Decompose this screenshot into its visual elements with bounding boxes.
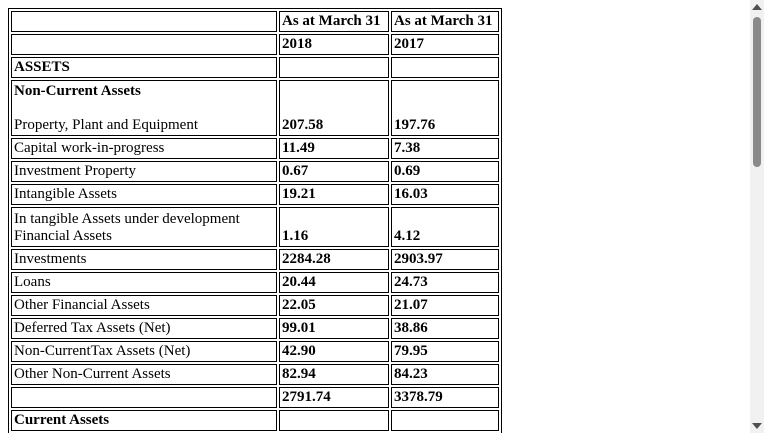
- value-2018: 99.01: [279, 318, 389, 339]
- empty-cell: [11, 34, 277, 55]
- table-row: Non-CurrentTax Assets (Net) 42.90 79.95: [11, 341, 499, 362]
- empty-cell: [391, 410, 499, 431]
- value-2018: 2284.28: [279, 249, 389, 270]
- col-2017-year: 2017: [391, 34, 499, 55]
- empty-cell: [279, 57, 389, 78]
- table-row: Loans 20.44 24.73: [11, 272, 499, 293]
- assets-section-row: ASSETS: [11, 57, 499, 78]
- table-row: Investment Property 0.67 0.69: [11, 161, 499, 182]
- row-label: Loans: [11, 272, 277, 293]
- assets-heading: ASSETS: [11, 57, 277, 78]
- value-2017: 84.23: [391, 364, 499, 385]
- scroll-down-arrow-icon[interactable]: [752, 423, 762, 429]
- table-row: Intangible Assets 19.21 16.03: [11, 184, 499, 205]
- value-2017: 7.38: [391, 138, 499, 159]
- scrollbar-thumb[interactable]: [753, 17, 761, 167]
- value-2017: 38.86: [391, 318, 499, 339]
- value-2017: 0.69: [391, 161, 499, 182]
- row-label: Capital work-in-progress: [11, 138, 277, 159]
- total-2018: 2791.74: [279, 387, 389, 408]
- value-2018: 22.05: [279, 295, 389, 316]
- col-2018-year: 2018: [279, 34, 389, 55]
- empty-cell: [279, 410, 389, 431]
- non-current-cell: Non-Current Assets Property, Plant and E…: [11, 80, 277, 136]
- table-row: Capital work-in-progress 11.49 7.38: [11, 138, 499, 159]
- row-label: Investments: [11, 249, 277, 270]
- table-row: Investments 2284.28 2903.97: [11, 249, 499, 270]
- row-label-two-line: In tangible Assets under development Fin…: [11, 207, 277, 247]
- row-label: Property, Plant and Equipment: [14, 117, 198, 133]
- value-2017: 16.03: [391, 184, 499, 205]
- value-2017: 4.12: [391, 207, 499, 247]
- empty-cell: [391, 57, 499, 78]
- value-2018: 20.44: [279, 272, 389, 293]
- value-2018: 42.90: [279, 341, 389, 362]
- empty-cell: [11, 387, 277, 408]
- row-label: Investment Property: [11, 161, 277, 182]
- header-row-1: As at March 31 As at March 31: [11, 11, 499, 32]
- value-2018: 11.49: [279, 138, 389, 159]
- row-label: Other Non-Current Assets: [11, 364, 277, 385]
- value-2018: 82.94: [279, 364, 389, 385]
- row-label: In tangible Assets under development: [14, 211, 240, 227]
- empty-cell: [11, 11, 277, 32]
- total-row: 2791.74 3378.79: [11, 387, 499, 408]
- scroll-up-arrow-icon[interactable]: [752, 4, 762, 10]
- value-2017: 197.76: [391, 80, 499, 136]
- table-row: Other Non-Current Assets 82.94 84.23: [11, 364, 499, 385]
- value-2017: 79.95: [391, 341, 499, 362]
- value-2018: 207.58: [279, 80, 389, 136]
- col-2017-heading: As at March 31: [391, 11, 499, 32]
- row-label: Other Financial Assets: [11, 295, 277, 316]
- value-2017: 2903.97: [391, 249, 499, 270]
- row-label: Intangible Assets: [11, 184, 277, 205]
- row-label: Non-CurrentTax Assets (Net): [11, 341, 277, 362]
- non-current-heading: Non-Current Assets: [14, 83, 141, 99]
- vertical-scrollbar[interactable]: [750, 0, 764, 433]
- row-label-line2: Financial Assets: [14, 228, 112, 244]
- total-2017: 3378.79: [391, 387, 499, 408]
- current-assets-row: Current Assets: [11, 410, 499, 431]
- value-2017: 21.07: [391, 295, 499, 316]
- value-2018: 19.21: [279, 184, 389, 205]
- non-current-row: Non-Current Assets Property, Plant and E…: [11, 80, 499, 136]
- table-row: In tangible Assets under development Fin…: [11, 207, 499, 247]
- balance-sheet-table: As at March 31 As at March 31 2018 2017 …: [8, 8, 502, 433]
- col-2018-heading: As at March 31: [279, 11, 389, 32]
- current-assets-heading: Current Assets: [11, 410, 277, 431]
- table-row: Other Financial Assets 22.05 21.07: [11, 295, 499, 316]
- header-row-2: 2018 2017: [11, 34, 499, 55]
- value-2017: 24.73: [391, 272, 499, 293]
- value-2018: 1.16: [279, 207, 389, 247]
- row-label: Deferred Tax Assets (Net): [11, 318, 277, 339]
- table-row: Deferred Tax Assets (Net) 99.01 38.86: [11, 318, 499, 339]
- value-2018: 0.67: [279, 161, 389, 182]
